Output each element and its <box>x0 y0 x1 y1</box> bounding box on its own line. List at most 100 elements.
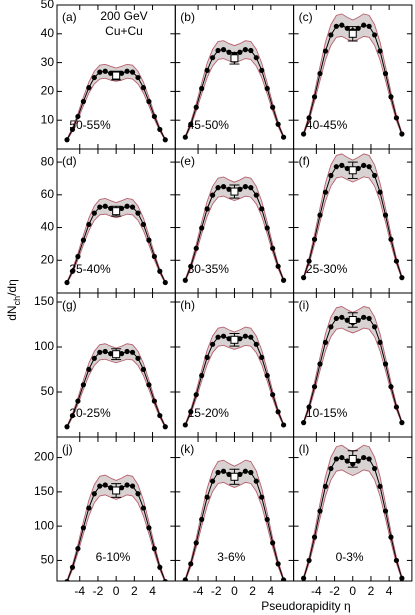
data-point <box>275 409 281 415</box>
x-tick-label: -4 <box>74 584 85 598</box>
data-point <box>108 205 114 211</box>
data-point <box>377 339 383 346</box>
data-point <box>86 505 92 511</box>
data-point <box>259 494 265 500</box>
x-tick-label: 0 <box>349 584 356 598</box>
data-point <box>371 172 378 179</box>
data-point <box>91 491 97 497</box>
data-point <box>140 85 147 91</box>
x-tick-label: -2 <box>93 584 104 598</box>
y-tick-label: 150 <box>34 294 54 308</box>
data-point <box>366 315 372 322</box>
data-point <box>97 483 103 489</box>
data-point <box>242 184 248 190</box>
x-tick-label: 0 <box>231 584 238 598</box>
data-point <box>371 465 378 472</box>
data-point <box>301 575 307 581</box>
data-point <box>108 485 114 491</box>
data-point <box>124 68 130 74</box>
data-point <box>80 382 86 388</box>
panel-label: (b) <box>180 10 195 24</box>
data-point <box>102 482 108 488</box>
data-point <box>215 469 221 476</box>
data-point <box>366 456 372 462</box>
data-point <box>204 206 210 212</box>
data-point <box>280 277 287 283</box>
y-title-sub: ch <box>12 296 22 306</box>
center-point <box>230 472 239 481</box>
data-point <box>204 67 210 73</box>
data-point <box>146 98 152 105</box>
y-tick-label: 20 <box>41 252 55 266</box>
data-point <box>275 121 281 127</box>
y-axis-title: dNch/dη <box>5 279 22 321</box>
band-upper <box>303 13 403 133</box>
data-point <box>102 348 108 355</box>
data-point <box>237 336 243 342</box>
data-point <box>193 392 199 398</box>
data-point <box>75 253 81 260</box>
data-point <box>146 237 152 243</box>
data-point <box>248 469 254 476</box>
data-point <box>215 47 221 54</box>
data-point <box>361 162 367 168</box>
center-point <box>112 350 121 359</box>
data-point <box>162 424 168 430</box>
data-point <box>361 454 367 461</box>
data-point <box>275 561 281 567</box>
data-point <box>91 210 97 216</box>
y-tick-label: 100 <box>34 518 54 532</box>
data-point <box>259 206 265 212</box>
data-point <box>311 94 318 100</box>
data-point <box>339 454 345 461</box>
y-tick-label: 80 <box>41 154 55 168</box>
panel-label: (f) <box>299 154 310 168</box>
data-point <box>182 422 188 428</box>
data-point <box>259 67 265 73</box>
data-point <box>210 478 216 484</box>
y-tick-label: 10 <box>41 112 55 126</box>
data-point <box>86 85 92 91</box>
data-point <box>188 263 194 269</box>
data-point <box>91 74 97 81</box>
data-point <box>382 70 389 77</box>
data-point <box>253 192 259 198</box>
panel-label: (k) <box>180 442 194 456</box>
data-point <box>86 221 92 228</box>
data-point <box>193 104 199 110</box>
data-point <box>140 505 147 511</box>
band-lower <box>303 176 403 280</box>
data-point <box>237 471 243 477</box>
centrality-label: 45-50% <box>188 118 230 132</box>
data-point <box>333 23 339 29</box>
center-point <box>230 54 239 63</box>
centrality-label: 0-3% <box>336 550 364 564</box>
data-point <box>151 253 157 260</box>
data-point <box>355 317 361 323</box>
data-point <box>399 575 405 581</box>
panel-label: (i) <box>299 298 310 312</box>
data-point <box>248 47 254 54</box>
data-point <box>301 131 307 137</box>
data-point <box>253 478 259 484</box>
band-lower <box>66 77 166 141</box>
data-point <box>162 578 168 581</box>
data-point <box>366 23 372 29</box>
centrality-label: 30-35% <box>188 262 230 276</box>
data-point <box>193 540 199 546</box>
data-point <box>311 236 318 242</box>
data-point <box>317 361 323 367</box>
data-point <box>322 189 329 195</box>
data-point <box>253 55 259 61</box>
data-point <box>322 339 329 346</box>
data-point <box>135 74 141 81</box>
data-point <box>119 205 125 211</box>
data-point <box>102 203 108 209</box>
data-point <box>226 471 232 477</box>
x-tick-label: -2 <box>211 584 222 598</box>
center-point <box>348 316 357 324</box>
data-point <box>280 577 287 581</box>
data-point <box>361 314 367 320</box>
data-point <box>355 165 361 172</box>
